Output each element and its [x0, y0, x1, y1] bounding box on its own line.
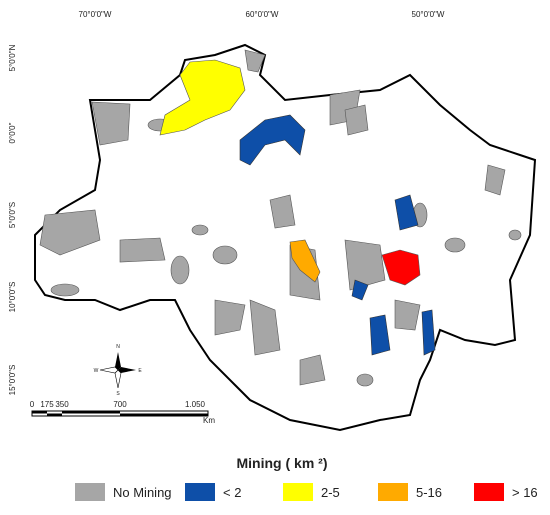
region-map [34, 43, 537, 432]
longitude-label: 60°0'0"W [246, 10, 279, 19]
area [444, 237, 466, 253]
area [344, 239, 386, 291]
area-lt-2 [369, 314, 391, 356]
area [394, 299, 421, 331]
area [244, 49, 266, 73]
area-lt-2 [421, 309, 436, 356]
scale-label: 350 [55, 400, 69, 409]
area [249, 299, 281, 356]
compass-point [99, 366, 119, 374]
area [91, 101, 131, 146]
graticule-labels: 70°0'0"W 60°0'0"W 50°0'0"W 5°0'0"N 0°0'0… [8, 10, 445, 395]
area [50, 283, 80, 297]
compass-point [118, 367, 136, 373]
latitude-label: 10°0'0"S [8, 282, 17, 313]
area [269, 194, 296, 229]
scale-unit: Km [203, 416, 215, 425]
scale-segment [47, 413, 62, 416]
area-lt-2 [351, 279, 369, 301]
compass-point [115, 352, 121, 370]
biome-outline [34, 43, 537, 432]
area [170, 255, 190, 285]
area-5-16 [289, 239, 321, 283]
area [484, 164, 506, 196]
legend-label: < 2 [223, 485, 241, 500]
compass-point [114, 369, 122, 389]
legend-label: > 16 [512, 485, 538, 500]
latitude-label: 15°0'0"S [8, 365, 17, 396]
scale-segment [32, 411, 47, 414]
no-mining-areas [39, 49, 522, 387]
area-lt-2 [239, 114, 306, 166]
legend-title: Mining ( km ²) [237, 455, 328, 471]
area [119, 237, 166, 263]
area-gt-16 [381, 249, 421, 286]
legend-label: 2-5 [321, 485, 340, 500]
compass-letter: S [116, 391, 120, 397]
scale-label: 175 [40, 400, 54, 409]
longitude-label: 50°0'0"W [412, 10, 445, 19]
area [508, 229, 522, 241]
compass: N S E W [94, 344, 143, 397]
scale-label: 1.050 [185, 400, 206, 409]
area [39, 209, 101, 256]
legend-swatch [75, 483, 105, 501]
legend-label: No Mining [113, 485, 172, 500]
area [191, 224, 209, 236]
scale-segment [62, 411, 120, 414]
legend: No Mining < 2 2-5 5-16 > 16 [75, 483, 538, 501]
legend-swatch [474, 483, 504, 501]
area [344, 104, 369, 136]
scale-label: 0 [30, 400, 35, 409]
latitude-label: 5°0'0"S [8, 202, 17, 228]
scale-segment [120, 413, 208, 416]
legend-swatch [283, 483, 313, 501]
compass-letter: E [138, 368, 142, 374]
scale-label: 700 [113, 400, 127, 409]
compass-letter: N [116, 344, 120, 350]
legend-swatch [378, 483, 408, 501]
area [214, 299, 246, 336]
scale-labels: 0 175 350 700 1.050 Km [30, 400, 216, 425]
latitude-label: 5°0'0"N [8, 44, 17, 71]
area-2-5 [159, 59, 246, 136]
latitude-label: 0°0'0" [8, 122, 17, 143]
scale-bar [31, 410, 209, 417]
area [212, 245, 238, 265]
legend-swatch [185, 483, 215, 501]
area [356, 373, 374, 387]
compass-letter: W [94, 368, 99, 374]
area-lt-2 [394, 194, 419, 231]
area [299, 354, 326, 386]
longitude-label: 70°0'0"W [79, 10, 112, 19]
legend-label: 5-16 [416, 485, 442, 500]
